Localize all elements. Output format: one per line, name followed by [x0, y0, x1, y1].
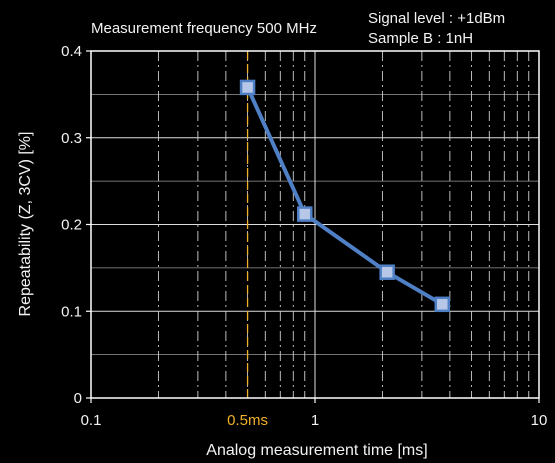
y-tick-label: 0: [74, 390, 82, 407]
x-tick-label: 0.1: [81, 412, 102, 429]
signal-level-annotation: Signal level : +1dBm: [368, 10, 505, 27]
x-tick-label: 1: [311, 412, 319, 429]
chart-title: Measurement frequency 500 MHz: [91, 20, 317, 37]
data-series: [239, 79, 451, 313]
y-tick-label: 0.1: [61, 303, 82, 320]
data-point: [239, 79, 256, 96]
data-point: [379, 264, 395, 280]
sample-annotation: Sample B : 1nH: [368, 30, 473, 47]
y-tick-label: 0.2: [61, 217, 82, 234]
data-point: [297, 206, 313, 222]
y-axis-label: Repeatability (Z, 3CV) [%]: [17, 132, 34, 317]
series-line: [245, 86, 444, 307]
axis-ticks: 0 0.1 0.2 0.3 0.4 0.1 1 10 0.5ms: [61, 43, 547, 429]
y-tick-label: 0.4: [61, 43, 82, 60]
x-axis-label: Analog measurement time [ms]: [206, 442, 427, 459]
grid: [91, 51, 539, 398]
y-tick-label: 0.3: [61, 130, 82, 147]
marker-line-label: 0.5ms: [227, 412, 268, 429]
data-point: [434, 296, 451, 313]
x-tick-label: 10: [531, 412, 548, 429]
